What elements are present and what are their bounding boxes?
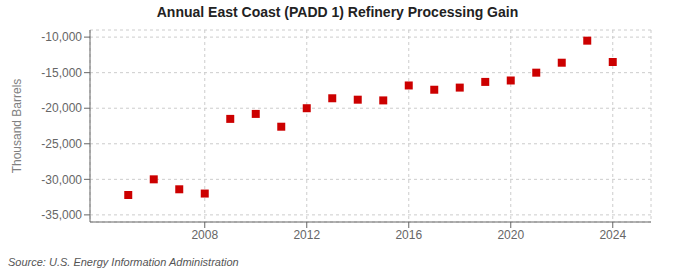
svg-text:-25,000: -25,000	[41, 137, 82, 151]
svg-text:2016: 2016	[395, 228, 422, 242]
svg-text:-30,000: -30,000	[41, 173, 82, 187]
svg-text:-35,000: -35,000	[41, 208, 82, 222]
svg-text:2020: 2020	[497, 228, 524, 242]
html-text:Annual East Coast (PADD 1) Ref: Annual East Coast (PADD 1) Refinery Proc…	[156, 4, 519, 20]
svg-text:-10,000: -10,000	[41, 30, 82, 44]
svg-text:2008: 2008	[191, 228, 218, 242]
html-text:Source: U.S. Energy Informatio: Source: U.S. Energy Information Administ…	[8, 256, 239, 268]
svg-text:2024: 2024	[599, 228, 626, 242]
svg-text:-20,000: -20,000	[41, 101, 82, 115]
svg-text:2012: 2012	[293, 228, 320, 242]
svg-text:Thousand Barrels: Thousand Barrels	[10, 79, 24, 174]
svg-text:-15,000: -15,000	[41, 66, 82, 80]
